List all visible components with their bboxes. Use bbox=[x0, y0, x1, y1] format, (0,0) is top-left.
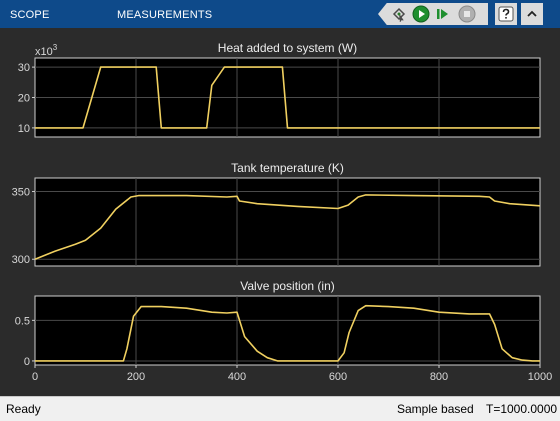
collapse-toolstrip-button[interactable] bbox=[521, 3, 543, 25]
series-line bbox=[34, 194, 541, 260]
tab-measurements[interactable]: MEASUREMENTS bbox=[117, 9, 213, 21]
y-tick-label: 0 bbox=[24, 356, 30, 368]
status-state: Ready bbox=[6, 402, 41, 416]
y-tick-label: 0.5 bbox=[15, 315, 30, 327]
step-forward-icon bbox=[437, 9, 448, 19]
y-tick-label: 10 bbox=[18, 123, 30, 135]
tab-scope[interactable]: SCOPE bbox=[10, 9, 50, 21]
run-button[interactable] bbox=[410, 3, 432, 25]
chart-title: Tank temperature (K) bbox=[231, 161, 344, 175]
x-tick-label: 0 bbox=[32, 371, 38, 383]
series-line bbox=[35, 304, 540, 362]
chart-title: Valve position (in) bbox=[240, 279, 335, 293]
y-exponent-label: x103 bbox=[35, 43, 58, 58]
status-bar: Ready Sample based T=1000.0000 bbox=[0, 396, 560, 421]
help-icon bbox=[498, 6, 514, 22]
chart-title: Heat added to system (W) bbox=[218, 41, 357, 55]
y-tick-label: 20 bbox=[18, 93, 30, 105]
x-tick-label: 1000 bbox=[528, 371, 552, 383]
x-tick-label: 200 bbox=[127, 371, 145, 383]
stop-button[interactable] bbox=[456, 3, 478, 25]
highlight-simulink-block-icon bbox=[392, 7, 406, 22]
collapse-toolstrip-icon bbox=[527, 10, 537, 17]
plot-area: 10 20 30 Heat added to system (W) x103 300 350… bbox=[0, 28, 560, 396]
highlight-block-button[interactable] bbox=[388, 3, 410, 25]
axes-background bbox=[34, 177, 541, 267]
y-tick-label: 30 bbox=[18, 62, 30, 74]
toolstrip: SCOPE MEASUREMENTS bbox=[0, 0, 560, 28]
status-mode: Sample based bbox=[397, 402, 474, 416]
scope-plots: 10 20 30 Heat added to system (W) x103 300 350… bbox=[12, 41, 553, 383]
x-tick-label: 400 bbox=[228, 371, 246, 383]
y-tick-label: 300 bbox=[12, 254, 30, 266]
step-forward-button[interactable] bbox=[432, 3, 454, 25]
run-icon bbox=[412, 5, 430, 23]
x-tick-label: 800 bbox=[430, 371, 448, 383]
x-tick-label: 600 bbox=[329, 371, 347, 383]
y-tick-label: 350 bbox=[12, 187, 30, 199]
stop-icon bbox=[458, 5, 476, 23]
status-time: T=1000.0000 bbox=[486, 402, 558, 416]
simulation-controls bbox=[378, 3, 488, 25]
series-line bbox=[35, 66, 540, 129]
axes-background bbox=[34, 295, 541, 366]
help-button[interactable] bbox=[495, 3, 517, 25]
